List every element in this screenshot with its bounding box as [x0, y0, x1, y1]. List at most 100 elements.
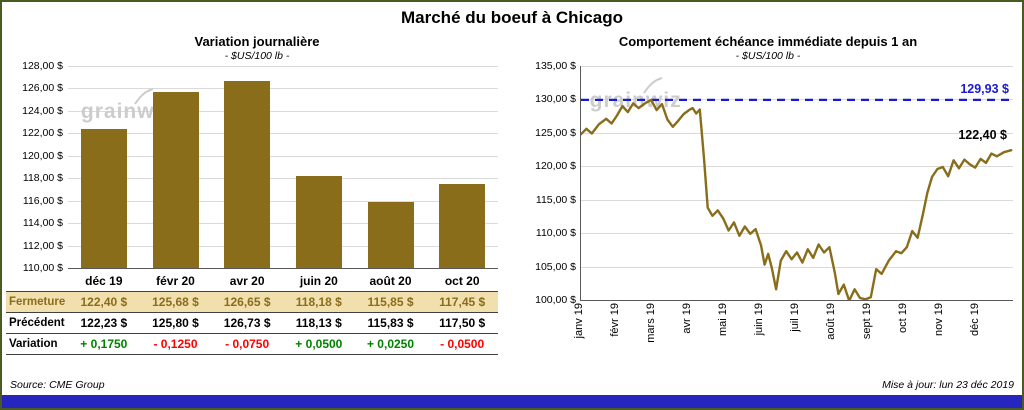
x-axis-tick-label: mars 19 — [645, 303, 657, 343]
y-axis-tick-label: 124,00 $ — [22, 104, 63, 117]
bar-chart-subtitle: - $US/100 lb - — [224, 50, 290, 62]
variation-value: + 0,1750 — [68, 334, 140, 355]
gridline — [68, 245, 498, 247]
gridline — [68, 88, 498, 90]
line-chart-title: Comportement échéance immédiate depuis 1… — [618, 34, 918, 49]
x-axis-tick-label: juin 19 — [753, 303, 765, 336]
fermeture-value: 126,65 $ — [211, 291, 283, 313]
column-header: févr 20 — [156, 274, 195, 288]
row-label-precedent: Précédent — [6, 313, 68, 334]
y-axis-tick-label: 114,00 $ — [22, 217, 63, 230]
last-value-label: 122,40 $ — [958, 128, 1007, 143]
row-label-fermeture: Fermeture — [6, 291, 68, 313]
gridline — [68, 110, 498, 112]
y-axis-tick-label: 120,00 $ — [22, 149, 63, 162]
line-chart-subtitle: - $US/100 lb - — [735, 50, 801, 62]
fermeture-value: 117,45 $ — [426, 291, 498, 313]
gridline — [581, 66, 1013, 67]
precedent-value: 125,80 $ — [139, 313, 212, 334]
watermark: grainwiz — [80, 88, 173, 124]
precedent-value: 126,73 $ — [211, 313, 283, 334]
line-x-axis-labels: janv 19 févr 19 mars 19 avr 19 mai 19 juin 19… — [573, 301, 1012, 357]
column-header: août 20 — [369, 274, 412, 288]
variation-value: + 0,0500 — [282, 334, 355, 355]
y-axis-tick-label: 112,00 $ — [22, 239, 63, 252]
x-axis-tick-label: juil 19 — [789, 303, 801, 332]
column-header: oct 20 — [444, 274, 480, 288]
gridline — [68, 66, 498, 67]
column-header: déc 19 — [85, 274, 123, 288]
y-axis-tick-label: 115,00 $ — [535, 193, 576, 206]
fermeture-value: 122,40 $ — [68, 291, 140, 313]
bar — [367, 202, 414, 268]
reference-value-label: 129,93 $ — [960, 81, 1009, 96]
updated-note: Mise à jour: lun 23 déc 2019 — [882, 379, 1014, 391]
price-line — [581, 98, 1013, 300]
y-axis-tick-label: 116,00 $ — [22, 194, 63, 207]
variation-value: - 0,1250 — [139, 334, 212, 355]
precedent-value: 118,13 $ — [282, 313, 355, 334]
panel-one-year-behaviour: Comportement échéance immédiate depuis 1… — [516, 34, 1020, 357]
gridline — [68, 200, 498, 202]
column-header: juin 20 — [299, 274, 338, 288]
page-title: Marché du boeuf à Chicago — [401, 8, 623, 27]
variation-value: - 0,0500 — [426, 334, 498, 355]
y-axis-tick-label: 126,00 $ — [22, 82, 63, 95]
precedent-value: 122,23 $ — [68, 313, 140, 334]
bar-plot: grainwiz 110,00 $ 112,00 $ 114,00 $ 116,00 … — [22, 60, 498, 274]
gridline — [581, 266, 1013, 268]
y-axis-tick-label: 110,00 $ — [22, 262, 63, 274]
x-axis-tick-label: mai 19 — [716, 303, 729, 337]
bar — [439, 184, 486, 268]
precedent-value: 115,83 $ — [354, 313, 427, 334]
bar-chart-title: Variation journalière — [194, 34, 320, 49]
wheat-stalk-icon — [134, 88, 154, 105]
y-axis-tick-label: 118,00 $ — [22, 172, 63, 185]
x-axis-tick-label: sept 19 — [860, 303, 873, 340]
variation-value: + 0,0250 — [354, 334, 427, 355]
bar-table: déc 19 févr 20 avr 20 juin 20 août 20 oct 20 F… — [6, 271, 498, 355]
watermark: grainwiz — [589, 77, 682, 113]
footer-bar — [2, 395, 1022, 408]
gridline — [581, 199, 1013, 201]
gridline — [581, 132, 1013, 134]
x-axis-tick-label: avr 19 — [681, 303, 693, 334]
fermeture-value: 118,18 $ — [282, 291, 355, 313]
gridline — [68, 223, 498, 225]
gridline — [68, 155, 498, 157]
wheat-stalk-icon — [642, 77, 662, 94]
row-label-variation: Variation — [6, 334, 68, 355]
precedent-value: 117,50 $ — [426, 313, 498, 334]
y-axis-tick-label: 125,00 $ — [535, 126, 576, 139]
bar — [80, 128, 127, 268]
line-svg — [581, 98, 1013, 300]
y-axis-tick-label: 105,00 $ — [535, 260, 576, 273]
gridline — [68, 178, 498, 180]
y-axis-tick-label: 130,00 $ — [535, 93, 576, 106]
variation-value: - 0,0750 — [211, 334, 283, 355]
y-axis-tick-label: 122,00 $ — [22, 127, 63, 140]
gridline — [581, 233, 1013, 235]
y-axis-tick-label: 120,00 $ — [535, 160, 576, 173]
fermeture-value: 125,68 $ — [139, 291, 212, 313]
y-axis-tick-label: 100,00 $ — [535, 294, 576, 306]
watermark-text: grainwiz — [80, 100, 173, 124]
y-axis-tick-label: 110,00 $ — [535, 227, 576, 240]
column-header: avr 20 — [229, 274, 265, 288]
fermeture-value: 115,85 $ — [354, 291, 427, 313]
bar — [295, 176, 342, 268]
x-axis-tick-label: août 19 — [824, 303, 837, 340]
table-corner — [6, 271, 68, 291]
gridline — [68, 133, 498, 135]
source-note: Source: CME Group — [10, 379, 105, 391]
bar — [224, 81, 271, 268]
bar — [152, 92, 199, 268]
y-axis-tick-label: 128,00 $ — [22, 60, 63, 72]
x-axis-tick-label: févr 19 — [609, 303, 621, 337]
y-axis-tick-label: 135,00 $ — [535, 60, 576, 72]
watermark-text: grainwiz — [589, 89, 682, 113]
panel-daily-variation: Variation journalière - $US/100 lb - gra… — [6, 34, 508, 355]
x-axis-tick-label: janv 19 — [573, 303, 585, 339]
gridline — [581, 166, 1013, 168]
